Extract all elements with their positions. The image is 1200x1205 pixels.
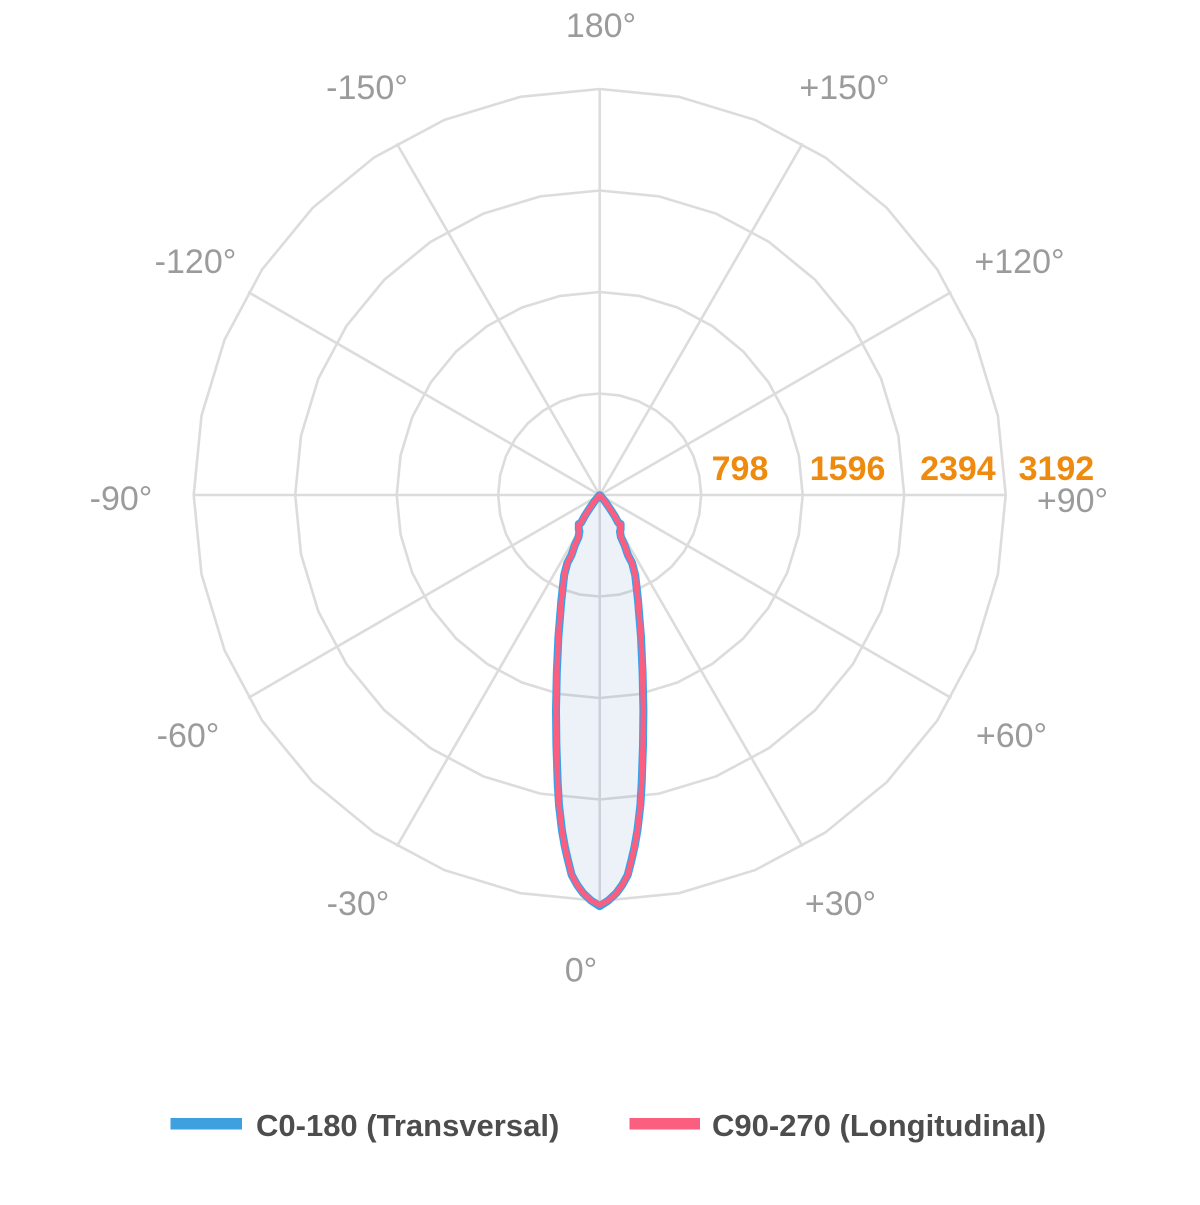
svg-text:C0-180 (Transversal): C0-180 (Transversal) bbox=[256, 1108, 559, 1143]
svg-text:-90°: -90° bbox=[90, 480, 153, 518]
svg-text:+60°: +60° bbox=[976, 717, 1047, 755]
svg-text:+90°: +90° bbox=[1037, 482, 1108, 520]
svg-text:-120°: -120° bbox=[155, 243, 237, 281]
svg-text:+150°: +150° bbox=[799, 69, 889, 107]
svg-text:3192: 3192 bbox=[1019, 450, 1095, 488]
svg-text:798: 798 bbox=[712, 450, 769, 488]
svg-text:-60°: -60° bbox=[157, 717, 220, 755]
svg-text:-30°: -30° bbox=[327, 885, 390, 923]
svg-text:180°: 180° bbox=[566, 7, 636, 45]
svg-text:0°: 0° bbox=[565, 952, 598, 990]
svg-text:C90-270 (Longitudinal): C90-270 (Longitudinal) bbox=[712, 1108, 1046, 1143]
svg-text:1596: 1596 bbox=[810, 450, 886, 488]
svg-text:+30°: +30° bbox=[805, 885, 876, 923]
svg-text:2394: 2394 bbox=[920, 450, 996, 488]
svg-text:+120°: +120° bbox=[974, 243, 1064, 281]
svg-text:-150°: -150° bbox=[326, 69, 408, 107]
